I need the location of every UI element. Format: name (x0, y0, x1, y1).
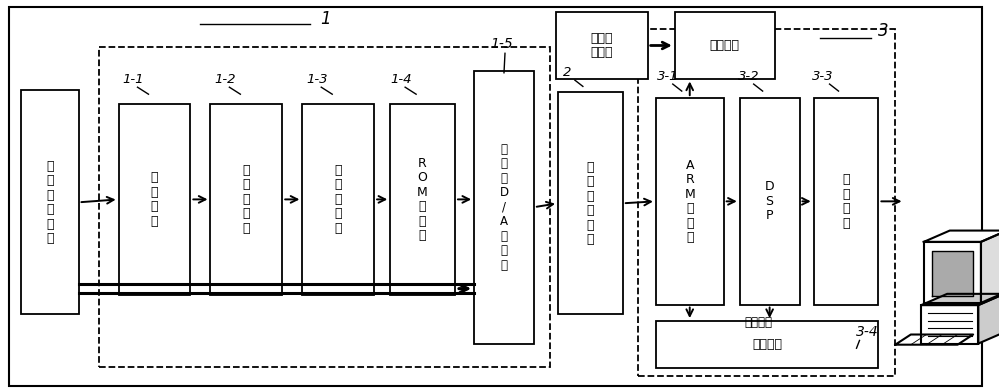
Bar (656, 98, 724, 305)
Text: A
R
M
控
制
器: A R M 控 制 器 (684, 159, 695, 244)
Text: 标
准
正
弦
信
号: 标 准 正 弦 信 号 (46, 160, 53, 245)
Text: 3-2: 3-2 (738, 70, 759, 83)
Bar (474, 71, 534, 344)
Bar (814, 98, 878, 305)
Bar (119, 104, 190, 295)
Text: 整
形
电
路: 整 形 电 路 (151, 171, 158, 228)
Polygon shape (921, 305, 978, 344)
Text: 锁
相
环
电
路: 锁 相 环 电 路 (243, 164, 250, 235)
Text: D
S
P: D S P (765, 180, 774, 222)
Text: 1-4: 1-4 (390, 73, 412, 86)
Text: 主控单元: 主控单元 (745, 316, 773, 329)
Polygon shape (981, 231, 1000, 303)
Bar (390, 104, 455, 295)
Text: 1-2: 1-2 (214, 73, 236, 86)
Polygon shape (924, 231, 1000, 242)
Bar (210, 104, 282, 295)
Text: 控制面板: 控制面板 (710, 39, 740, 52)
Text: 分
频
器
电
路: 分 频 器 电 路 (334, 164, 342, 235)
Text: 1-1: 1-1 (123, 73, 144, 86)
Polygon shape (924, 242, 981, 303)
Text: 存储模块: 存储模块 (752, 338, 782, 351)
Text: 3: 3 (877, 22, 888, 39)
Bar (558, 92, 623, 314)
Text: 乘
法
型
D
/
A
转
换
器: 乘 法 型 D / A 转 换 器 (499, 143, 509, 272)
Bar (302, 104, 374, 295)
Bar (740, 98, 800, 305)
Bar (675, 13, 775, 79)
Text: 触摸屏
控制器: 触摸屏 控制器 (591, 32, 613, 59)
Bar (21, 90, 79, 314)
Text: 1-5: 1-5 (490, 38, 513, 51)
Bar (99, 47, 550, 367)
Text: 3-1: 3-1 (657, 70, 678, 83)
Text: 数
据
采
集
模
块: 数 据 采 集 模 块 (587, 161, 594, 246)
Polygon shape (895, 335, 973, 345)
Polygon shape (978, 294, 1000, 344)
Text: 3-4: 3-4 (856, 325, 878, 339)
Text: 2: 2 (563, 66, 571, 79)
Bar (638, 29, 895, 375)
Polygon shape (921, 294, 1000, 305)
Bar (656, 321, 878, 368)
Polygon shape (932, 251, 973, 296)
Text: R
O
M
存
储
器: R O M 存 储 器 (417, 157, 428, 242)
Text: 1: 1 (320, 10, 331, 28)
Text: 通
信
接
口: 通 信 接 口 (842, 173, 850, 230)
Bar (556, 13, 648, 79)
Text: 1-3: 1-3 (306, 73, 328, 86)
Text: 3-3: 3-3 (812, 70, 833, 83)
